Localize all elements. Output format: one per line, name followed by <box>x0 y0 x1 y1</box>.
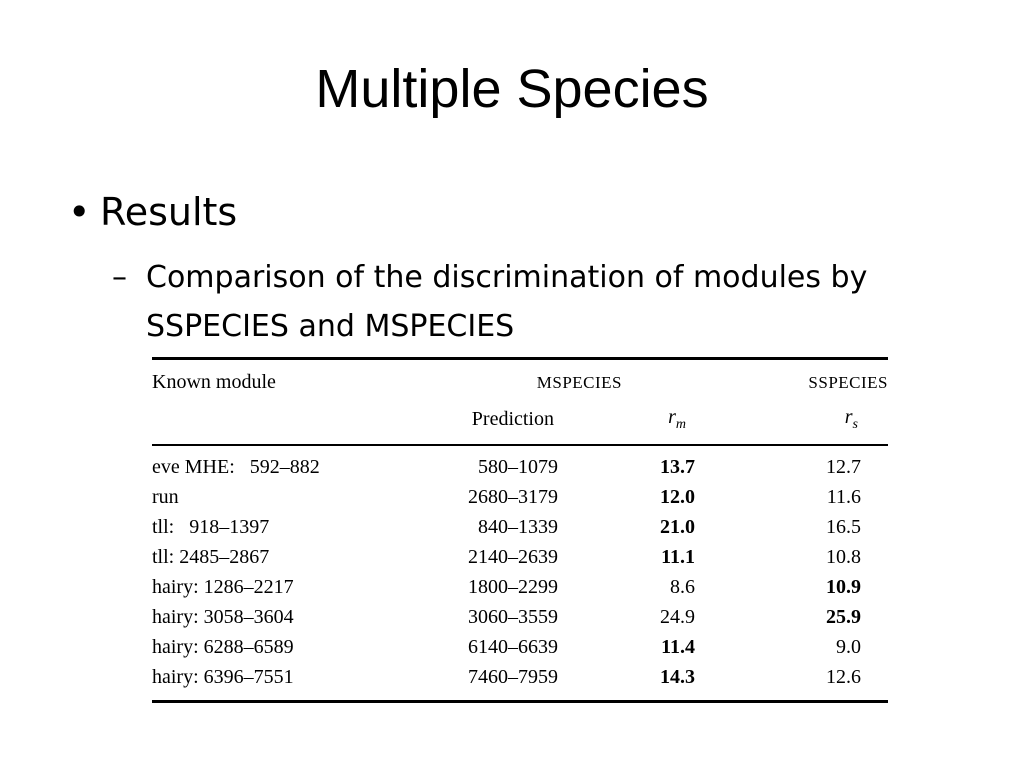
results-table: Known module MSPECIES SSPECIES Predictio… <box>152 357 888 703</box>
cell-known-module: hairy: 6396–7551 <box>152 665 294 688</box>
cell-rs: 11.6 <box>826 485 861 508</box>
cell-prediction: 1800–2299 <box>468 575 558 598</box>
table-row: hairy: 3058–3604 3060–3559 24.9 25.9 <box>152 602 888 632</box>
cell-prediction: 2140–2639 <box>468 545 558 568</box>
cell-prediction: 6140–6639 <box>468 635 558 658</box>
bullet-item-results: • Results <box>68 190 237 236</box>
cell-prediction: 2680–3179 <box>468 485 558 508</box>
cell-rm: 11.4 <box>661 635 695 658</box>
cell-prediction: 7460–7959 <box>468 665 558 688</box>
bullet-dot-icon: • <box>68 190 91 234</box>
cell-rm: 13.7 <box>660 455 695 478</box>
header-rm: rm <box>668 405 686 432</box>
header-sspecies: SSPECIES <box>808 373 888 392</box>
cell-rs: 9.0 <box>836 635 861 658</box>
slide-title: Multiple Species <box>315 59 709 119</box>
cell-rm: 8.6 <box>670 575 695 598</box>
table-header-row-2: Prediction rm rs <box>152 394 888 444</box>
cell-known-module: tll: 2485–2867 <box>152 545 270 568</box>
cell-known-module: tll: 918–1397 <box>152 515 270 538</box>
header-rs: rs <box>844 405 858 432</box>
cell-rm: 24.9 <box>660 605 695 628</box>
sub-bullet-text: Comparison of the discrimination of modu… <box>146 260 868 344</box>
table-top-rule <box>152 357 888 360</box>
cell-rs: 10.8 <box>826 545 861 568</box>
cell-known-module: hairy: 3058–3604 <box>152 605 294 628</box>
cell-prediction: 840–1339 <box>478 515 558 538</box>
table-row: tll: 918–1397 840–1339 21.0 16.5 <box>152 512 888 542</box>
table-row: hairy: 6396–7551 7460–7959 14.3 12.6 <box>152 662 888 692</box>
cell-prediction: 3060–3559 <box>468 605 558 628</box>
table-row: eve MHE: 592–882 580–1079 13.7 12.7 <box>152 446 888 482</box>
cell-known-module: hairy: 1286–2217 <box>152 575 294 598</box>
cell-rs: 12.7 <box>826 455 861 478</box>
cell-known-module: run <box>152 485 179 508</box>
sub-bullet-dash-icon: – <box>112 260 127 295</box>
table-bottom-rule <box>152 700 888 703</box>
cell-rm: 11.1 <box>661 545 695 568</box>
cell-rs: 25.9 <box>826 605 861 628</box>
sub-bullet-item: – Comparison of the discrimination of mo… <box>112 253 886 351</box>
header-prediction: Prediction <box>471 407 554 430</box>
table-row: hairy: 6288–6589 6140–6639 11.4 9.0 <box>152 632 888 662</box>
table-row: run 2680–3179 12.0 11.6 <box>152 482 888 512</box>
table-header-rule <box>152 444 888 446</box>
header-known-module: Known module <box>152 371 276 393</box>
cell-rm: 12.0 <box>660 485 695 508</box>
table-header-row-1: Known module MSPECIES SSPECIES <box>152 360 888 394</box>
cell-rs: 10.9 <box>826 575 861 598</box>
cell-rm: 21.0 <box>660 515 695 538</box>
cell-rm: 14.3 <box>660 665 695 688</box>
cell-prediction: 580–1079 <box>478 455 558 478</box>
bullet-text: Results <box>100 190 238 234</box>
table-row: hairy: 1286–2217 1800–2299 8.6 10.9 <box>152 572 888 602</box>
cell-rs: 12.6 <box>826 665 861 688</box>
header-mspecies: MSPECIES <box>536 373 622 392</box>
cell-known-module: hairy: 6288–6589 <box>152 635 294 658</box>
cell-rs: 16.5 <box>826 515 861 538</box>
cell-known-module: eve MHE: 592–882 <box>152 455 320 478</box>
table-row: tll: 2485–2867 2140–2639 11.1 10.8 <box>152 542 888 572</box>
